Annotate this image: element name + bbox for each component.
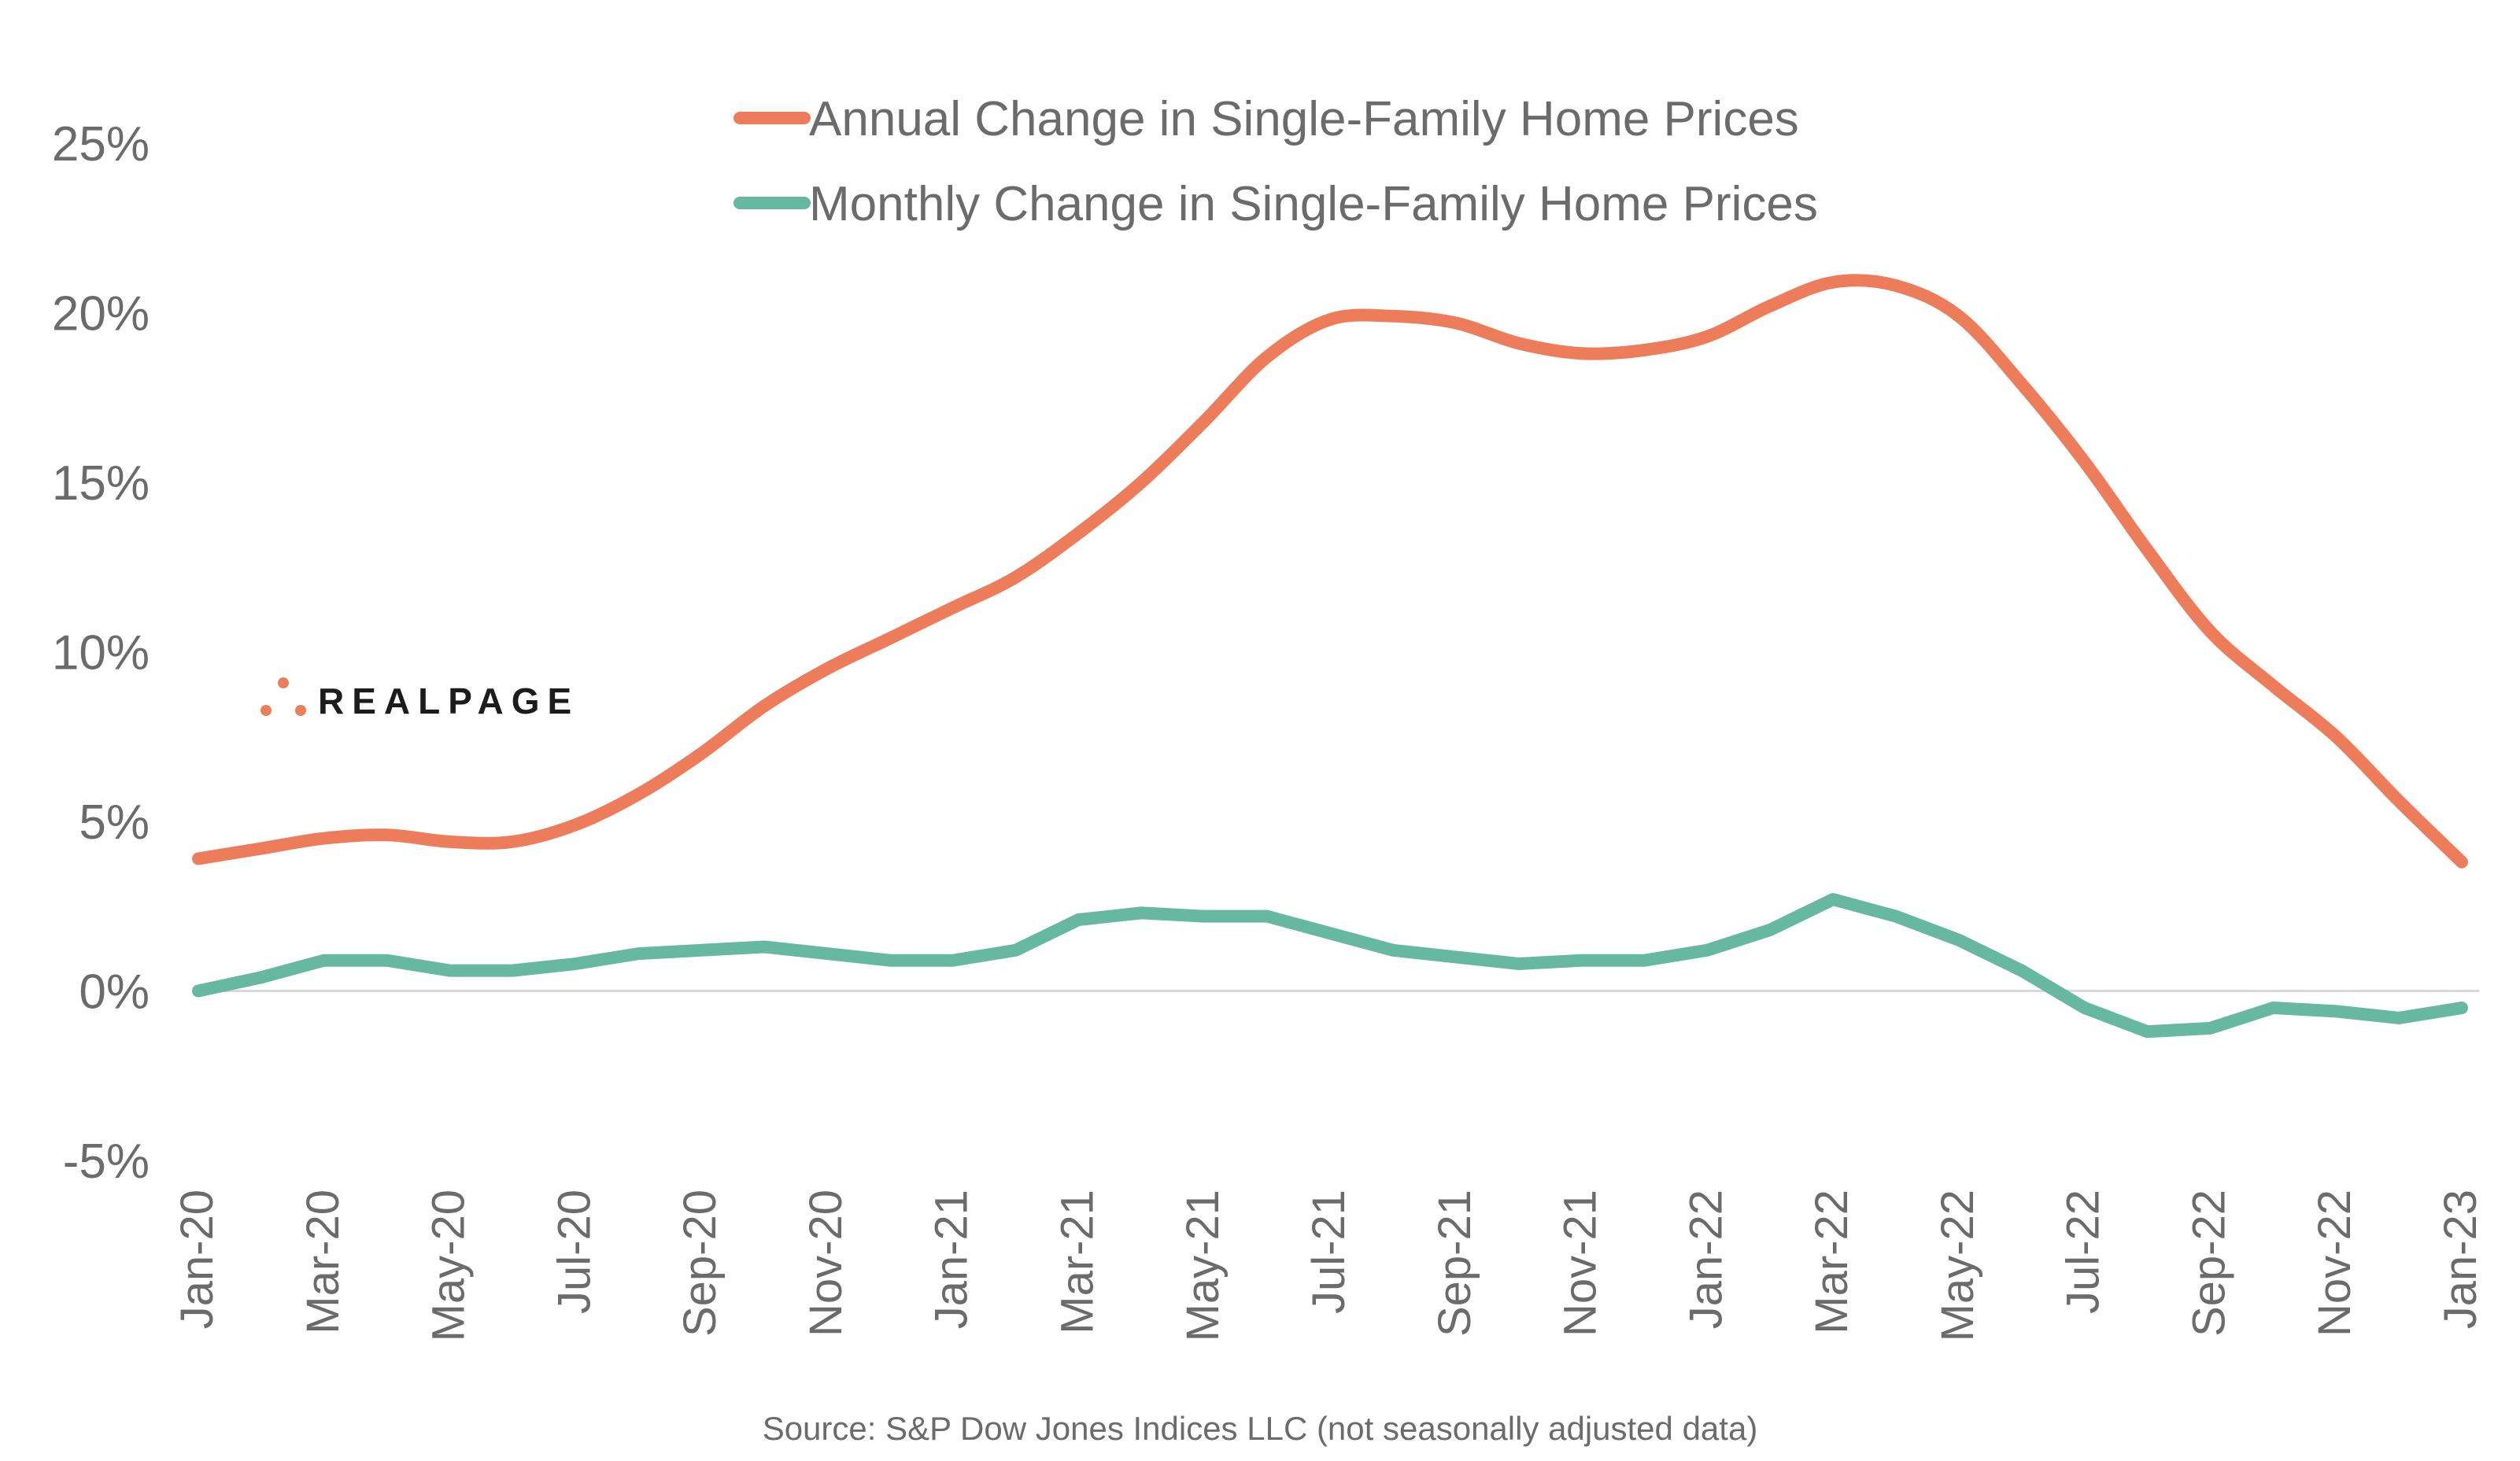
axis-layer: -5% 0% 5% 10% 15% 20% 25% Jan-20 Mar-20 May-20 Jul… (52, 117, 2486, 1341)
series-layer (192, 274, 2468, 1039)
x-tick-label: Jan-20 (172, 1190, 223, 1329)
x-tick-label: Sep-22 (2183, 1190, 2234, 1337)
x-tick-label: May-21 (1177, 1190, 1229, 1341)
x-tick-label: Jan-23 (2435, 1190, 2486, 1329)
y-tick-label: 5% (79, 795, 150, 850)
x-tick-label: Jul-21 (1303, 1190, 1354, 1314)
series-line-monthly (192, 893, 2468, 1039)
realpage-logo: REALPAGE (260, 677, 579, 721)
logo-text: REALPAGE (318, 681, 579, 721)
y-tick-label: -5% (63, 1134, 150, 1189)
y-tick-label: 25% (52, 117, 150, 172)
y-tick-label: 10% (52, 626, 150, 681)
x-tick-label: Mar-21 (1051, 1190, 1103, 1334)
x-tick-label: Nov-22 (2309, 1190, 2360, 1337)
source-note: Source: S&P Dow Jones Indices LLC (not s… (763, 1410, 1758, 1447)
y-tick-label: 15% (52, 456, 150, 511)
legend-label: Monthly Change in Single-Family Home Pri… (809, 177, 1818, 231)
x-tick-label: Nov-20 (800, 1190, 852, 1337)
logo-dot-icon (295, 705, 306, 716)
x-tick-label: Mar-20 (297, 1190, 349, 1334)
x-tick-label: Jan-22 (1680, 1190, 1731, 1329)
y-tick-label: 20% (52, 287, 150, 341)
x-tick-label: Jan-21 (926, 1190, 977, 1329)
x-tick-label: May-22 (1932, 1190, 1983, 1341)
logo-dot-icon (278, 677, 289, 688)
x-tick-label: Sep-21 (1429, 1190, 1480, 1337)
x-tick-label: Jul-20 (549, 1190, 600, 1314)
x-tick-label: Mar-22 (1806, 1190, 1857, 1334)
series-line-annual (192, 274, 2468, 869)
x-tick-label: Jul-22 (2058, 1190, 2109, 1314)
x-tick-label: Nov-21 (1555, 1190, 1606, 1337)
x-tick-label: May-20 (423, 1190, 475, 1341)
y-tick-label: 0% (79, 965, 150, 1020)
logo-dot-icon (260, 705, 272, 716)
legend-label: Annual Change in Single-Family Home Pric… (809, 92, 1799, 146)
legend: Annual Change in Single-Family Home Pric… (733, 92, 1818, 231)
x-tick-label: Sep-20 (674, 1190, 726, 1337)
